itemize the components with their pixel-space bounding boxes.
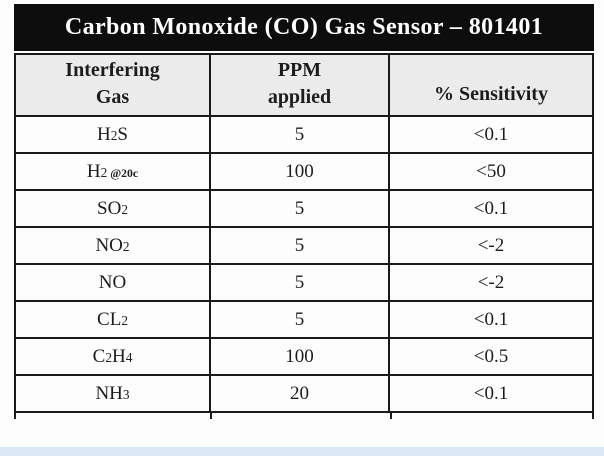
gas-formula-cell: CL2 (14, 300, 211, 339)
gas-formula-segment: H (97, 123, 111, 145)
sensitivity-cell: <50 (388, 152, 594, 191)
sensitivity-cell: <0.1 (388, 300, 594, 339)
gas-formula-segment: 2 (100, 164, 108, 180)
gas-formula-segment: CL (97, 308, 122, 330)
gas-formula-segment: S (117, 123, 128, 145)
gas-formula-segment: 2 (105, 349, 112, 365)
col-header-line: % Sensitivity (434, 83, 548, 105)
gas-formula-segment: 2 (122, 238, 130, 254)
col-header-line: PPM (277, 59, 322, 81)
table-row: NO2 5 <-2 (14, 226, 594, 265)
gas-formula-cell: H2 @20c (14, 152, 211, 191)
gas-formula-cell: H2S (14, 115, 211, 154)
ppm-applied-cell: 100 (209, 337, 390, 376)
table-cutoff-partial-row (14, 413, 594, 419)
table-row: CL2 5 <0.1 (14, 300, 594, 339)
col-header-sensitivity: % Sensitivity (388, 53, 594, 117)
sensitivity-cell: <0.1 (388, 115, 594, 154)
gas-formula-segment: NO (95, 234, 123, 256)
gas-sensor-spec-table: Carbon Monoxide (CO) Gas Sensor – 801401… (14, 4, 594, 419)
sensitivity-cell: <0.1 (388, 374, 594, 413)
gas-formula-segment: 2 (110, 127, 118, 143)
gas-formula-segment: SO (97, 197, 122, 219)
table-title: Carbon Monoxide (CO) Gas Sensor – 801401 (64, 14, 544, 40)
gas-formula-cell: SO2 (14, 189, 211, 228)
gas-formula-segment: H (86, 160, 101, 182)
gas-formula-segment: @20c (107, 166, 139, 180)
col-header-line: Interfering (65, 59, 160, 81)
sensitivity-cell: <-2 (388, 226, 594, 265)
sensitivity-cell: <-2 (388, 263, 594, 302)
gas-formula-segment: C (92, 345, 106, 367)
gas-formula-segment: H (111, 345, 126, 367)
gas-formula-cell: C2H4 (14, 337, 211, 376)
ppm-applied-cell: 100 (209, 152, 390, 191)
page-bottom-strip (0, 447, 604, 456)
table-row: NO 5 <-2 (14, 263, 594, 302)
gas-formula-segment: 2 (121, 312, 128, 328)
table-title-bar: Carbon Monoxide (CO) Gas Sensor – 801401 (14, 4, 594, 51)
ppm-applied-cell: 5 (209, 263, 390, 302)
sensitivity-cell: <0.1 (388, 189, 594, 228)
column-divider-stub (390, 413, 392, 419)
gas-formula-segment: NH (95, 382, 123, 404)
sensitivity-cell: <0.5 (388, 337, 594, 376)
column-divider-stub (210, 413, 212, 419)
ppm-applied-cell: 5 (209, 226, 390, 265)
gas-formula-segment: NO (98, 271, 127, 293)
col-header-ppm-applied: PPM applied (209, 53, 390, 117)
interference-table: Interfering Gas PPM applied % Sensitivit… (14, 53, 594, 413)
gas-formula-cell: NO (14, 263, 211, 302)
table-row: H2S 5 <0.1 (14, 115, 594, 154)
col-header-line: applied (267, 86, 332, 108)
table-row: SO2 5 <0.1 (14, 189, 594, 228)
gas-formula-cell: NO2 (14, 226, 211, 265)
ppm-applied-cell: 5 (209, 189, 390, 228)
table-row: H2 @20c 100 <50 (14, 152, 594, 191)
gas-formula-segment: 4 (125, 349, 133, 365)
col-header-line: Gas (95, 86, 130, 108)
ppm-applied-cell: 5 (209, 300, 390, 339)
table-row: C2H4 100 <0.5 (14, 337, 594, 376)
table-body: H2S 5 <0.1 H2 @20c 100 <50 SO2 5 <0.1 NO2 5 <-2 NO 5 <… (14, 115, 594, 413)
gas-formula-segment: 3 (122, 386, 130, 402)
col-header-interfering-gas: Interfering Gas (14, 53, 211, 117)
header-row: Interfering Gas PPM applied % Sensitivit… (14, 53, 594, 117)
gas-formula-segment: 2 (121, 201, 128, 217)
ppm-applied-cell: 20 (209, 374, 390, 413)
ppm-applied-cell: 5 (209, 115, 390, 154)
table-row: NH3 20 <0.1 (14, 374, 594, 413)
gas-formula-cell: NH3 (14, 374, 211, 413)
